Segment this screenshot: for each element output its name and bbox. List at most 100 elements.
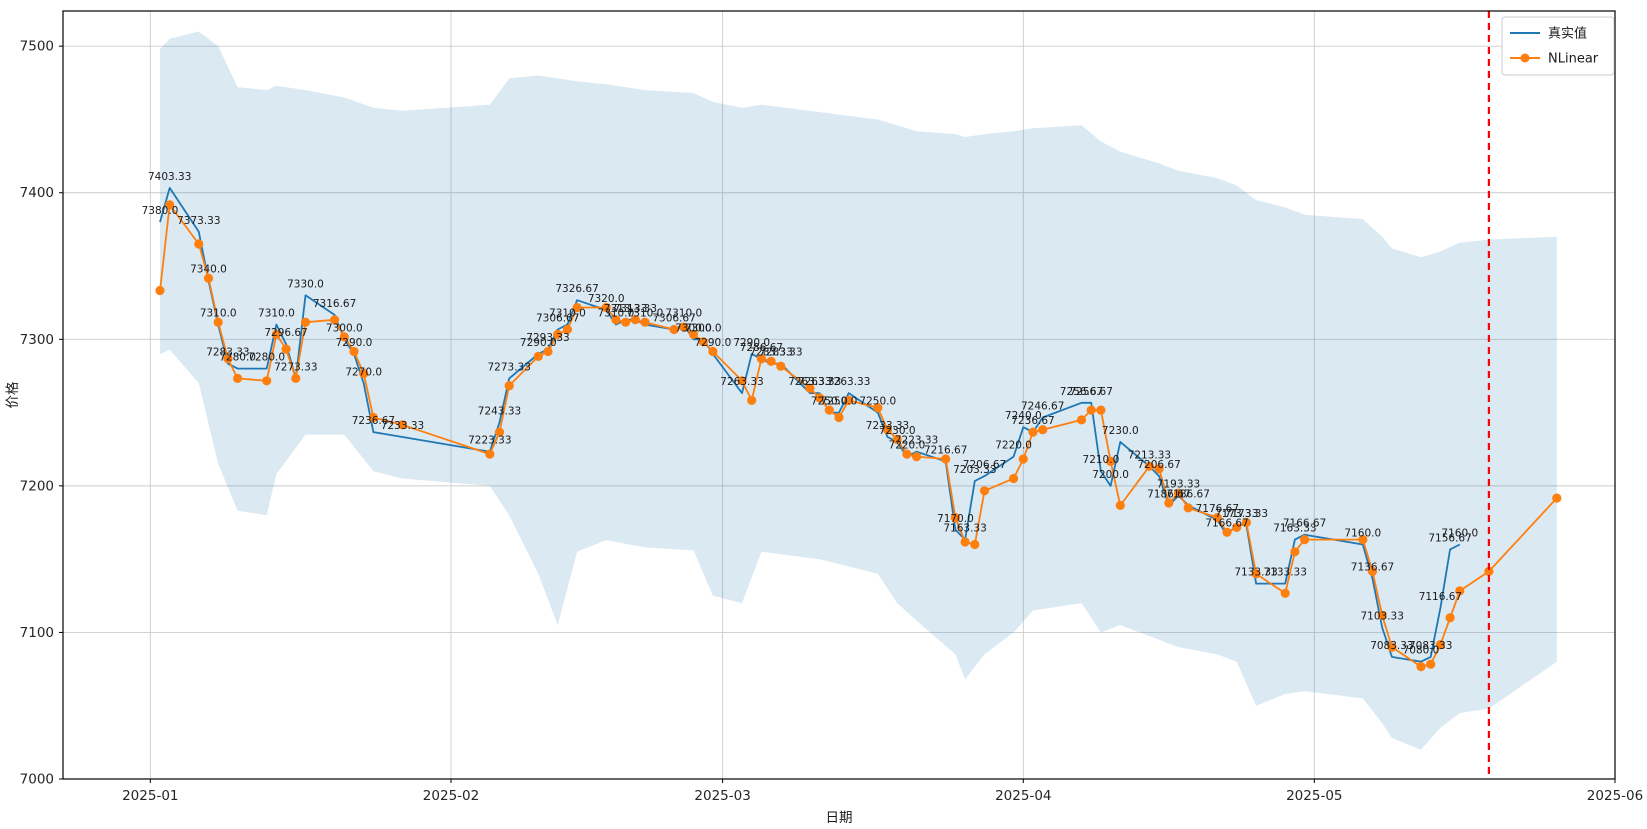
data-point-marker — [572, 302, 582, 313]
data-point-marker — [824, 405, 834, 415]
data-point-marker — [1009, 473, 1019, 484]
data-point-marker — [368, 412, 378, 423]
point-label: 7200.0 — [1092, 469, 1129, 481]
point-label: 7340.0 — [190, 264, 227, 276]
point-label: 7310.0 — [598, 308, 635, 320]
point-label: 7283.33 — [759, 347, 802, 359]
point-label: 7300.0 — [675, 322, 712, 334]
point-label: 7133.33 — [1263, 567, 1306, 579]
data-point-marker — [1241, 517, 1251, 528]
data-point-marker — [1377, 610, 1387, 620]
data-point-marker — [271, 329, 281, 339]
point-label: 7263.33 — [827, 376, 870, 388]
x-tick-label: 2025-06 — [1587, 788, 1643, 804]
confidence-band — [160, 31, 1557, 750]
point-label: 7230.0 — [1102, 425, 1139, 437]
series-nlinear — [155, 200, 1562, 672]
y-tick-label: 7000 — [20, 772, 54, 788]
point-label: 7210.0 — [1083, 454, 1120, 466]
point-label: 7080.0 — [1403, 645, 1440, 657]
point-label: 7186.67 — [1147, 488, 1190, 500]
data-point-marker — [873, 403, 883, 413]
data-point-marker — [815, 393, 825, 403]
data-point-marker — [1300, 535, 1310, 545]
data-point-marker — [1435, 640, 1445, 650]
point-label: 7256.67 — [1060, 386, 1103, 398]
point-label: 7300.0 — [326, 322, 363, 334]
data-point-marker — [1416, 662, 1426, 672]
point-label: 7380.0 — [142, 205, 179, 217]
point-label: 7163.33 — [1273, 523, 1316, 535]
point-label: 7316.67 — [313, 298, 356, 310]
point-label: 7320.0 — [588, 293, 625, 305]
point-label: 7083.33 — [1370, 640, 1413, 652]
point-label: 7193.33 — [1157, 479, 1200, 491]
point-label: 7173.33 — [1215, 508, 1258, 520]
point-label: 7310.0 — [200, 308, 237, 320]
x-tick-label: 2025-01 — [122, 788, 178, 804]
data-point-marker — [882, 425, 893, 435]
point-label: 7176.67 — [1196, 503, 1239, 515]
grid-lines — [63, 11, 1616, 780]
data-point-marker — [950, 513, 961, 523]
point-label: 7170.0 — [937, 513, 974, 525]
data-point-marker — [1096, 405, 1106, 415]
data-point-marker — [1358, 535, 1368, 545]
data-point-marker — [1426, 659, 1436, 669]
y-tick-label: 7300 — [20, 332, 54, 348]
point-label: 7286.67 — [740, 342, 783, 354]
data-point-marker — [562, 324, 573, 335]
point-label: 7163.33 — [943, 523, 986, 535]
point-label: 7223.33 — [468, 435, 511, 447]
point-label: 7220.0 — [889, 440, 926, 452]
y-axis: 7000 7100 7200 7300 7400 7500 — [20, 39, 63, 788]
data-point-marker — [1222, 527, 1232, 537]
confidence-band-area — [160, 31, 1557, 750]
legend: 真实值 NLinear — [1501, 16, 1615, 76]
point-label: 7206.67 — [963, 459, 1006, 471]
point-label: 7313.33 — [604, 303, 647, 315]
y-tick-label: 7400 — [20, 185, 54, 201]
point-label: 7250.0 — [859, 396, 896, 408]
y-tick-label: 7500 — [20, 39, 54, 55]
legend-box — [1501, 16, 1615, 76]
data-point-marker — [1115, 500, 1125, 510]
x-tick-label: 2025-04 — [995, 788, 1051, 804]
data-point-marker — [698, 337, 708, 347]
x-axis: 2025-01 2025-02 2025-03 2025-04 2025-05 2025-… — [122, 779, 1643, 804]
data-point-marker — [737, 376, 747, 386]
point-label: 7213.33 — [1128, 449, 1171, 461]
data-point-marker — [941, 454, 951, 464]
point-label: 7240.0 — [1005, 410, 1042, 422]
data-point-marker — [708, 346, 718, 357]
data-point-marker — [630, 315, 640, 325]
data-point-marker — [1018, 454, 1028, 464]
point-label: 7306.67 — [536, 313, 579, 325]
data-point-marker — [1173, 488, 1184, 498]
point-label: 7160.0 — [1344, 528, 1381, 540]
data-point-marker — [281, 344, 291, 354]
point-label: 7293.33 — [526, 332, 569, 344]
data-point-marker — [1484, 566, 1494, 577]
point-label: 7243.33 — [478, 405, 521, 417]
point-label: 7186.67 — [1166, 488, 1209, 500]
legend-label-nlinear: NLinear — [1548, 52, 1599, 67]
data-point-marker — [611, 315, 621, 325]
plot-border — [62, 10, 1616, 780]
point-label: 7373.33 — [177, 215, 220, 227]
point-label: 7310.0 — [665, 308, 702, 320]
point-label: 7216.67 — [924, 444, 967, 456]
data-point-marker — [194, 239, 204, 249]
data-point-marker — [1154, 464, 1164, 474]
data-point-marker — [1251, 569, 1261, 579]
point-label: 7156.67 — [1428, 532, 1471, 544]
data-point-marker — [485, 449, 495, 459]
point-label: 7236.67 — [352, 415, 395, 427]
point-label: 7290.0 — [520, 337, 557, 349]
point-label: 7310.0 — [627, 308, 664, 320]
data-point-marker — [892, 434, 902, 445]
point-label: 7296.67 — [264, 327, 307, 339]
data-point-marker — [300, 317, 311, 327]
point-label: 7230.0 — [879, 425, 916, 437]
x-tick-label: 2025-05 — [1286, 788, 1342, 804]
